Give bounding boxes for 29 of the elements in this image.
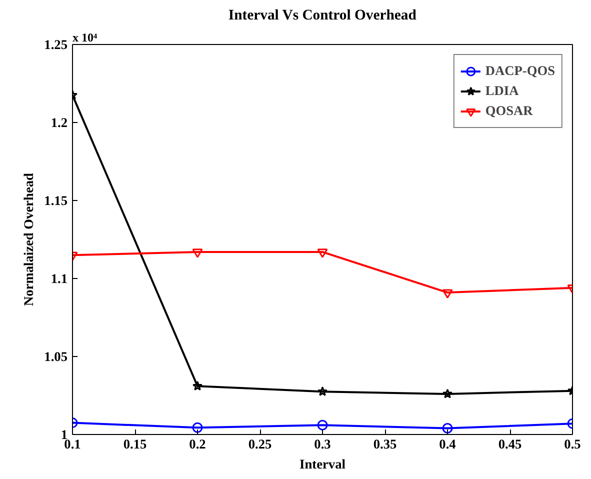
legend-label: LDIA [485,83,519,99]
y-tick-label: 1.25 [44,37,68,52]
chart-title: Interval Vs Control Overhead [228,8,416,24]
point [317,248,328,258]
point [442,388,453,398]
y-axis-title: Normalaized Overhead [21,172,36,306]
x-tick-label: 0.35 [373,436,397,452]
point [192,248,203,258]
point [317,386,328,396]
x-tick-label: 0.4 [439,436,456,452]
legend-label: DACP-QOS [485,63,555,79]
y-tick-label: 1.1 [50,271,68,286]
y-tick-label: 1.15 [44,193,68,208]
x-tick-label: 0.15 [123,436,147,452]
legend-label: QOSAR [485,103,533,119]
annotation: x 10⁴ [72,30,98,44]
x-axis-title: Interval [300,456,346,472]
point [442,423,453,434]
point [442,289,453,298]
y-tick-label: 1.05 [44,349,68,364]
x-tick-label: 0.25 [248,436,272,452]
x-tick-label: 0.45 [498,436,522,452]
point [192,380,203,391]
point [317,420,328,430]
x-tick-label: 0.5 [564,436,582,452]
x-tick-label: 0.3 [314,436,332,452]
y-tick-label: 1.2 [50,115,68,130]
x-tick-label: 0.2 [189,436,206,452]
point [192,422,203,433]
